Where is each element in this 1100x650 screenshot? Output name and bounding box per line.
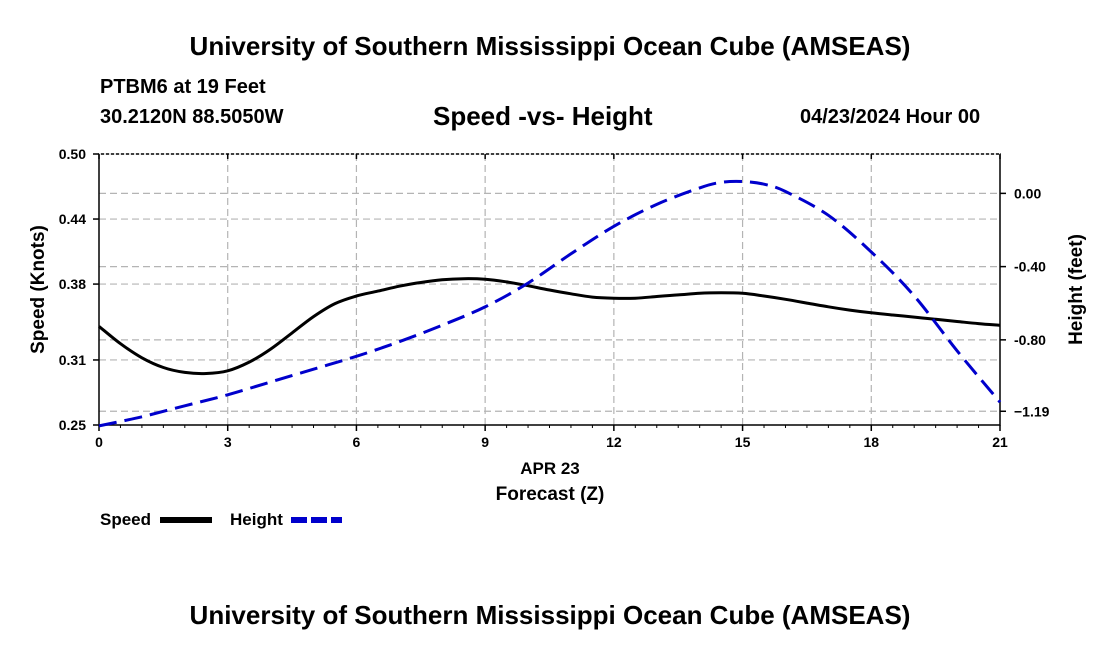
x-tick-label: 21 (992, 434, 1008, 450)
station-label: PTBM6 at 19 Feet (100, 76, 266, 98)
speed-series-line (98, 277, 1001, 376)
y-right-tick-label: 0.00 (1014, 185, 1041, 201)
y-right-tick-label: −1.19 (1014, 403, 1050, 419)
x-date-label: APR 23 (520, 459, 580, 478)
x-tick-label: 12 (606, 434, 622, 450)
x-tick-label: 18 (863, 434, 879, 450)
x-tick-label: 9 (481, 434, 489, 450)
y-left-tick-label: 0.25 (59, 417, 86, 433)
y-left-axis-title: Speed (Knots) (28, 225, 49, 354)
legend-label-height: Height (230, 510, 283, 529)
y-left-tick-label: 0.38 (59, 276, 86, 292)
y-left-tick-label: 0.31 (59, 352, 86, 368)
x-tick-label: 3 (224, 434, 232, 450)
x-tick-label: 15 (735, 434, 751, 450)
y-left-tick-label: 0.44 (59, 211, 86, 227)
chart-title: University of Southern Mississippi Ocean… (189, 31, 911, 61)
coordinates-label: 30.2120N 88.5050W (100, 106, 284, 128)
x-tick-label: 6 (353, 434, 361, 450)
legend-label-speed: Speed (100, 510, 151, 529)
chart-subtitle: Speed -vs- Height (433, 101, 653, 131)
y-left-tick-label: 0.50 (59, 146, 86, 162)
height-series-line (98, 179, 1002, 428)
x-axis-title: Forecast (Z) (496, 484, 605, 505)
y-right-tick-label: -0.80 (1014, 332, 1046, 348)
x-tick-label: 0 (95, 434, 103, 450)
y-right-axis-title: Height (feet) (1066, 234, 1087, 345)
y-right-tick-label: -0.40 (1014, 259, 1046, 275)
forecast-datetime: 04/23/2024 Hour 00 (800, 106, 981, 128)
footer-title: University of Southern Mississippi Ocean… (189, 600, 911, 630)
